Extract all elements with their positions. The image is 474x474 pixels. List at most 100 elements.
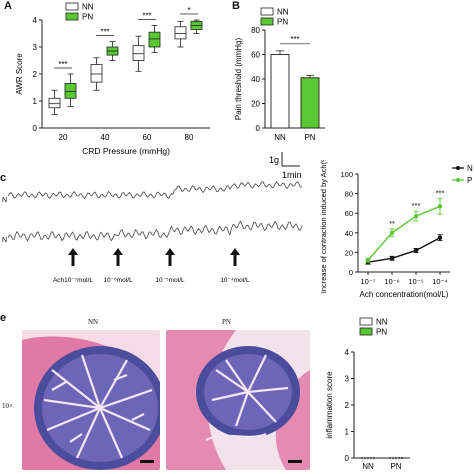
box-nn <box>48 97 61 109</box>
legend-label-pn: PN <box>82 13 93 22</box>
data-point <box>437 235 443 240</box>
trace-pn <box>7 220 303 242</box>
bar-pn <box>300 77 320 129</box>
y-axis-label: AWR Score <box>15 53 24 95</box>
histology-image-pn <box>166 330 310 470</box>
x-tick-label: PN <box>304 133 315 142</box>
legend-swatch-nn <box>260 7 274 16</box>
legend-label-pn: PN <box>277 18 288 27</box>
significance-label: *** <box>142 11 151 20</box>
data-point <box>437 204 443 209</box>
y-tick-label: 0 <box>349 268 353 277</box>
series-line-n <box>367 237 441 263</box>
y-tick-label: 1 <box>33 97 38 106</box>
y-tick-label: 100 <box>340 170 353 179</box>
y-tick-label: 3 <box>33 43 38 52</box>
x-tick-label: NN <box>274 133 286 142</box>
dose-arrow-head <box>165 248 175 255</box>
y-tick-label: 20 <box>345 248 353 257</box>
x-axis-label: CRD Pressure (mmHg) <box>82 146 170 156</box>
data-point <box>394 456 398 460</box>
data-point <box>365 258 371 263</box>
significance-label: *** <box>58 60 67 69</box>
legend-label-nn: NN <box>277 8 289 17</box>
x-tick-label: 10⁻⁴ <box>432 277 448 286</box>
legend-marker-n <box>456 166 460 170</box>
y-tick-label: 40 <box>251 75 260 84</box>
histology-row-label: 10× <box>2 402 13 410</box>
data-point <box>413 213 419 219</box>
box-pn <box>148 31 161 48</box>
legend-marker-p <box>456 178 460 182</box>
dose-arrow-head <box>68 248 78 255</box>
y-tick-label: 20 <box>251 100 260 109</box>
significance-label: *** <box>436 189 445 198</box>
data-point <box>388 456 392 460</box>
y-axis-label: Increase of contraction induced by Ach(%… <box>319 160 328 293</box>
y-tick-label: 4 <box>33 16 38 25</box>
data-point <box>397 456 401 460</box>
x-tick-label: 80 <box>185 133 194 142</box>
legend-swatch-nn <box>65 2 79 11</box>
y-axis-label: inflammation score <box>325 371 334 439</box>
y-tick-label: 60 <box>345 209 353 218</box>
trace-row-label: N <box>2 237 7 244</box>
legend-label-n: N <box>467 164 473 173</box>
legend-label-nn: NN <box>82 3 94 12</box>
y-tick-label: 2 <box>33 70 38 79</box>
box-pn <box>64 83 77 99</box>
dose-arrow-head <box>113 248 123 255</box>
awr-box-chart: 0 1 2 3 4 AWR Score 20 *** 40 *** 60 *** 80 * CRD Pres… <box>15 2 210 156</box>
bar-nn <box>270 54 290 129</box>
histology-label-pn: PN <box>222 318 231 326</box>
ach-response-line-chart: 0 20 40 60 80 100 10⁻⁷ 10⁻⁶ 10⁻⁵ 10⁻⁴ Ach concentr… <box>319 160 473 299</box>
y-tick-label: 1 <box>345 428 350 437</box>
panel-letter-b: B <box>232 0 240 12</box>
panel-letter-e: e <box>0 312 7 324</box>
histology-image-nn <box>22 330 160 470</box>
legend-label-nn: NN <box>376 318 388 327</box>
y-tick-label: 3 <box>345 375 350 384</box>
dose-label: 10⁻⁵mol/L <box>155 277 185 284</box>
significance-label: *** <box>290 35 299 44</box>
significance-label: ** <box>389 219 395 228</box>
trace-nn <box>7 181 303 200</box>
significance-label: *** <box>412 201 421 210</box>
box-nn <box>132 45 145 61</box>
legend-swatch-pn <box>65 12 79 21</box>
data-point <box>366 456 370 460</box>
legend-label-p: P <box>467 176 472 185</box>
y-tick-label: 0 <box>256 124 261 133</box>
y-tick-label: 4 <box>345 348 350 357</box>
y-tick-label: 80 <box>345 190 353 199</box>
y-axis-label: Pain threshold (mmHg) <box>234 38 243 121</box>
y-tick-label: 2 <box>345 401 350 410</box>
x-tick-label: 10⁻⁵ <box>408 277 423 286</box>
y-tick-label: 0 <box>33 124 38 133</box>
dose-label: 10⁻⁶mol/L <box>103 277 133 284</box>
x-tick-label: NN <box>362 462 374 471</box>
dose-label: Ach10⁻⁷mol/L <box>53 277 93 284</box>
dose-arrow-head <box>230 248 240 255</box>
histology-label-nn: NN <box>88 318 99 326</box>
data-point <box>389 256 395 261</box>
y-tick-label: 0 <box>345 454 350 463</box>
data-point <box>360 456 364 460</box>
dose-label: 10⁻⁴mol/L <box>220 277 250 284</box>
trace-row-label: N <box>2 197 7 204</box>
x-tick-label: PN <box>390 462 401 471</box>
data-point <box>363 456 367 460</box>
x-tick-label: 10⁻⁶ <box>384 277 399 286</box>
significance-label: * <box>187 6 190 15</box>
data-point <box>413 248 419 253</box>
box-nn <box>90 64 103 83</box>
scale-time-label: 1min <box>282 170 302 180</box>
panel-letter-c: c <box>0 172 7 184</box>
data-point <box>372 456 376 460</box>
legend-swatch-pn <box>260 17 274 26</box>
x-tick-label: 40 <box>101 133 110 142</box>
legend-swatch-pn <box>359 327 373 336</box>
